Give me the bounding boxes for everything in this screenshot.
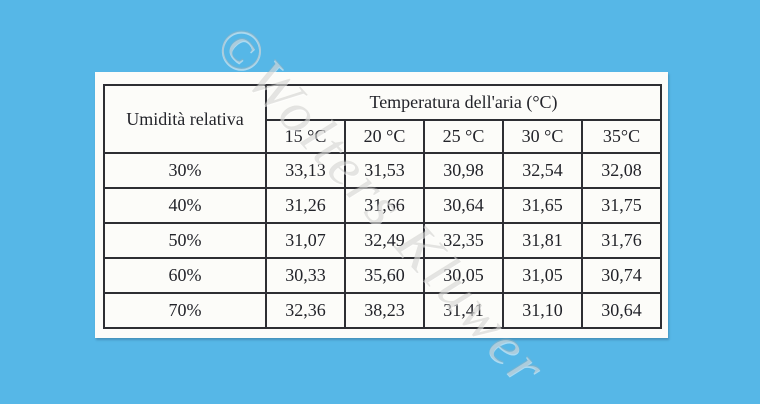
cell-value: 31,66 — [344, 187, 425, 224]
cell-value: 33,13 — [265, 152, 346, 189]
cell-value: 32,36 — [265, 292, 346, 329]
cell-value: 31,75 — [580, 187, 663, 224]
cell-value: 30,98 — [423, 152, 504, 189]
cell-value: 32,49 — [344, 222, 425, 259]
cell-value: 31,07 — [265, 222, 346, 259]
table-row-60pct: 60% 30,33 35,60 30,05 31,05 30,74 — [103, 257, 663, 294]
table-header-row-group: Umidità relativa Temperatura dell'aria (… — [103, 84, 663, 154]
cell-value: 31,76 — [580, 222, 663, 259]
table-row-50pct: 50% 31,07 32,49 32,35 31,81 31,76 — [103, 222, 663, 259]
cell-value: 38,23 — [344, 292, 425, 329]
cell-value: 30,05 — [423, 257, 504, 294]
cell-value: 31,53 — [344, 152, 425, 189]
corner-header-umidita-relativa: Umidità relativa — [103, 84, 267, 154]
col-header-35c: 35°C — [580, 119, 663, 154]
cell-value: 31,05 — [502, 257, 583, 294]
cell-value: 32,08 — [580, 152, 663, 189]
cell-value: 31,10 — [502, 292, 583, 329]
cell-value: 31,41 — [423, 292, 504, 329]
cell-value: 30,74 — [580, 257, 663, 294]
table-row-70pct: 70% 32,36 38,23 31,41 31,10 30,64 — [103, 292, 663, 329]
row-label: 50% — [103, 222, 267, 259]
row-label: 70% — [103, 292, 267, 329]
cell-value: 31,26 — [265, 187, 346, 224]
cell-value: 32,35 — [423, 222, 504, 259]
cell-value: 31,65 — [502, 187, 583, 224]
table-row-30pct: 30% 33,13 31,53 30,98 32,54 32,08 — [103, 152, 663, 189]
col-header-20c: 20 °C — [344, 119, 425, 154]
cell-value: 31,81 — [502, 222, 583, 259]
cell-value: 30,33 — [265, 257, 346, 294]
cell-value: 32,54 — [502, 152, 583, 189]
cell-value: 30,64 — [423, 187, 504, 224]
humidity-temperature-table: Umidità relativa Temperatura dell'aria (… — [103, 84, 663, 329]
row-label: 30% — [103, 152, 267, 189]
table-row-40pct: 40% 31,26 31,66 30,64 31,65 31,75 — [103, 187, 663, 224]
cell-value: 30,64 — [580, 292, 663, 329]
row-label: 60% — [103, 257, 267, 294]
group-header-temperatura: Temperatura dell'aria (°C) — [264, 84, 663, 121]
col-header-30c: 30 °C — [502, 119, 583, 154]
col-header-15c: 15 °C — [265, 119, 346, 154]
document-panel: Umidità relativa Temperatura dell'aria (… — [95, 11, 668, 399]
col-header-25c: 25 °C — [423, 119, 504, 154]
row-label: 40% — [103, 187, 267, 224]
table-header-row-temperatures: 15 °C 20 °C 25 °C 30 °C 35°C — [104, 119, 663, 154]
cell-value: 35,60 — [344, 257, 425, 294]
